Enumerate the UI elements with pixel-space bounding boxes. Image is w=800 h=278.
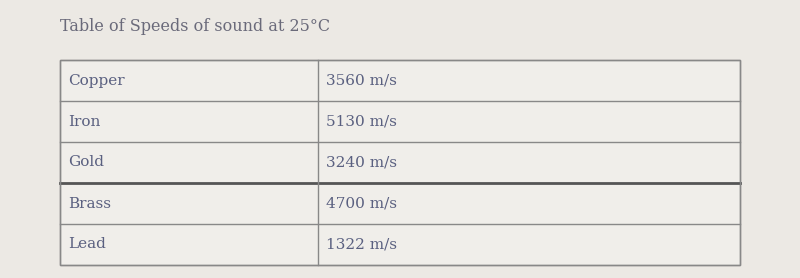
Text: 1322 m/s: 1322 m/s	[326, 237, 398, 252]
Text: 5130 m/s: 5130 m/s	[326, 115, 398, 128]
Text: Lead: Lead	[68, 237, 106, 252]
Text: 3240 m/s: 3240 m/s	[326, 155, 398, 170]
Text: Gold: Gold	[68, 155, 104, 170]
Text: 3560 m/s: 3560 m/s	[326, 73, 398, 88]
Bar	[60, 60, 740, 265]
Text: 4700 m/s: 4700 m/s	[326, 197, 398, 210]
Text: Brass: Brass	[68, 197, 111, 210]
Text: Iron: Iron	[68, 115, 100, 128]
Text: Table of Speeds of sound at 25°C: Table of Speeds of sound at 25°C	[60, 18, 330, 35]
Bar	[60, 60, 740, 265]
Text: Copper: Copper	[68, 73, 125, 88]
